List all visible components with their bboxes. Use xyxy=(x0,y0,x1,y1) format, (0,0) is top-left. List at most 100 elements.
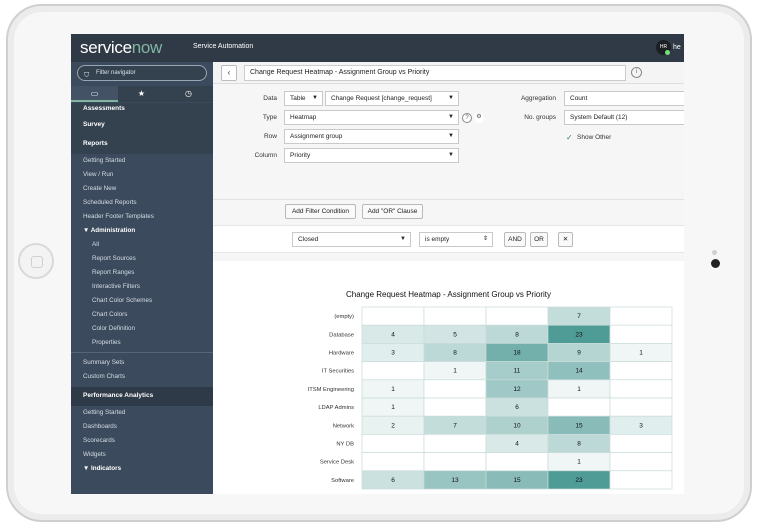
filter-navigator-input[interactable]: ⛉ Filter navigator xyxy=(77,65,207,81)
nav-item-report-ranges[interactable]: Report Ranges xyxy=(92,269,135,276)
heatmap-cell[interactable] xyxy=(485,452,549,472)
nav-item-chart-color-schemes[interactable]: Chart Color Schemes xyxy=(92,297,153,304)
groups-label: No. groups xyxy=(524,114,556,121)
heatmap-cell[interactable] xyxy=(423,397,487,417)
cell-value-label: 8 xyxy=(515,331,519,338)
nav-item-widgets[interactable]: Widgets xyxy=(83,451,106,458)
heatmap-cell[interactable] xyxy=(361,452,425,472)
cell-value-label: 7 xyxy=(453,422,457,429)
nav-item-header-footer-templates[interactable]: Header Footer Templates xyxy=(83,213,154,220)
heatmap-cell[interactable] xyxy=(423,379,487,399)
user-name[interactable]: he xyxy=(673,44,681,51)
condition-operator-select[interactable]: is empty ⇕ xyxy=(419,232,493,247)
heatmap-cell[interactable] xyxy=(609,397,673,417)
aggregation-select[interactable]: Count xyxy=(564,91,684,106)
navigator-tabs: ▭ ★ ◷ xyxy=(71,86,213,102)
tab-history[interactable]: ◷ xyxy=(165,86,212,102)
cell-value-label: 1 xyxy=(391,386,395,393)
row-label: IT Securities xyxy=(322,369,354,375)
heatmap-cell[interactable] xyxy=(609,324,673,344)
servicenow-logo[interactable]: servicenow xyxy=(80,38,163,57)
nav-item-administration[interactable]: ▼ Administration xyxy=(83,227,136,234)
condition-field-select[interactable]: Closed ▼ xyxy=(292,232,411,247)
cell-value-label: 15 xyxy=(575,422,583,429)
top-banner: servicenow Service Automation HR he xyxy=(71,34,684,62)
nav-item-dashboards[interactable]: Dashboards xyxy=(83,423,117,430)
filter-navigator-placeholder: Filter navigator xyxy=(96,70,136,76)
tab-all-apps[interactable]: ▭ xyxy=(71,86,118,102)
inbox-icon: ▭ xyxy=(90,89,99,98)
heatmap-cell[interactable] xyxy=(485,306,549,326)
help-icon[interactable]: ? xyxy=(462,113,472,123)
nav-item-custom-charts[interactable]: Custom Charts xyxy=(83,373,125,380)
nav-item-getting-started[interactable]: Getting Started xyxy=(83,409,126,416)
chart-title: Change Request Heatmap - Assignment Grou… xyxy=(346,290,551,299)
data-type-select[interactable]: Table ▼ xyxy=(284,91,323,106)
heatmap-cell[interactable] xyxy=(361,361,425,381)
nav-item-interactive-filters[interactable]: Interactive Filters xyxy=(92,283,140,290)
report-config-panel: Data Table ▼ Change Request [change_reque… xyxy=(213,84,684,199)
cell-value-label: 15 xyxy=(513,477,521,484)
tablet-camera xyxy=(711,259,720,268)
cell-value-label: 18 xyxy=(513,350,521,357)
nav-item-report-sources[interactable]: Report Sources xyxy=(92,255,136,262)
heatmap-cell[interactable] xyxy=(423,434,487,453)
data-label: Data xyxy=(263,95,277,102)
nav-item-scorecards[interactable]: Scorecards xyxy=(83,437,115,444)
presence-dot xyxy=(665,50,670,55)
nav-item-getting-started[interactable]: Getting Started xyxy=(83,157,126,164)
cell-value-label: 14 xyxy=(575,368,583,375)
add-or-clause-button[interactable]: Add "OR" Clause xyxy=(362,204,423,219)
heatmap-cell[interactable] xyxy=(609,470,673,490)
cell-value-label: 23 xyxy=(575,477,583,484)
nav-item-scheduled-reports[interactable]: Scheduled Reports xyxy=(83,199,137,206)
application-navigator: ⛉ Filter navigator ▭ ★ ◷ Assessments Surv… xyxy=(71,62,213,494)
heatmap-cell[interactable] xyxy=(609,434,673,453)
home-button[interactable] xyxy=(18,243,54,279)
column-field-select[interactable]: Priority ▼ xyxy=(284,148,459,163)
heatmap-cell[interactable] xyxy=(361,306,425,326)
nav-item-view-run[interactable]: View / Run xyxy=(83,171,114,178)
groups-select[interactable]: System Default (12) xyxy=(564,110,684,125)
back-button[interactable]: ‹ xyxy=(221,65,237,81)
cell-value-label: 1 xyxy=(639,350,643,357)
nav-item-properties[interactable]: Properties xyxy=(92,339,121,346)
and-button[interactable]: AND xyxy=(504,232,526,247)
chart-type-select[interactable]: Heatmap ▼ xyxy=(284,110,459,125)
heatmap-cell[interactable] xyxy=(361,434,425,453)
report-title-input[interactable]: Change Request Heatmap - Assignment Grou… xyxy=(244,65,626,81)
star-icon: ★ xyxy=(137,89,146,98)
cell-value-label: 7 xyxy=(577,313,581,320)
or-button[interactable]: OR xyxy=(530,232,548,247)
nav-item-create-new[interactable]: Create New xyxy=(83,185,117,192)
nav-item-summary-sets[interactable]: Summary Sets xyxy=(83,359,125,366)
nav-item-assessments[interactable]: Assessments xyxy=(71,103,213,116)
add-filter-condition-button[interactable]: Add Filter Condition xyxy=(285,204,356,219)
data-table-select[interactable]: Change Request [change_request] ▼ xyxy=(325,91,459,106)
heatmap-cell[interactable] xyxy=(609,306,673,326)
nav-item-reports[interactable]: Reports xyxy=(71,135,213,154)
row-field-select[interactable]: Assignment group ▼ xyxy=(284,129,459,144)
info-icon[interactable]: i xyxy=(631,67,642,78)
row-label: Hardware xyxy=(329,351,354,357)
nav-item-performance-analytics[interactable]: Performance Analytics xyxy=(71,387,213,406)
heatmap-cell[interactable] xyxy=(609,361,673,381)
show-other-checkbox[interactable]: ✓ xyxy=(566,133,573,142)
heatmap-cell[interactable] xyxy=(609,452,673,472)
heatmap-cell[interactable] xyxy=(547,397,611,417)
remove-condition-button[interactable]: ✕ xyxy=(558,232,573,247)
nav-item-all[interactable]: All xyxy=(92,241,99,248)
show-other-label: Show Other xyxy=(577,134,612,141)
nav-item-chart-colors[interactable]: Chart Colors xyxy=(92,311,128,318)
nav-item-survey[interactable]: Survey xyxy=(71,116,213,135)
tab-favorites[interactable]: ★ xyxy=(118,86,165,102)
cell-value-label: 13 xyxy=(451,477,459,484)
cell-value-label: 6 xyxy=(515,404,519,411)
heatmap-cell[interactable] xyxy=(423,306,487,326)
heatmap-cell[interactable] xyxy=(609,379,673,399)
nav-item-indicators[interactable]: ▼ Indicators xyxy=(83,465,122,472)
gear-icon[interactable]: ⚙ xyxy=(474,113,484,123)
heatmap-cell[interactable] xyxy=(423,452,487,472)
nav-item-color-definition[interactable]: Color Definition xyxy=(92,325,136,332)
